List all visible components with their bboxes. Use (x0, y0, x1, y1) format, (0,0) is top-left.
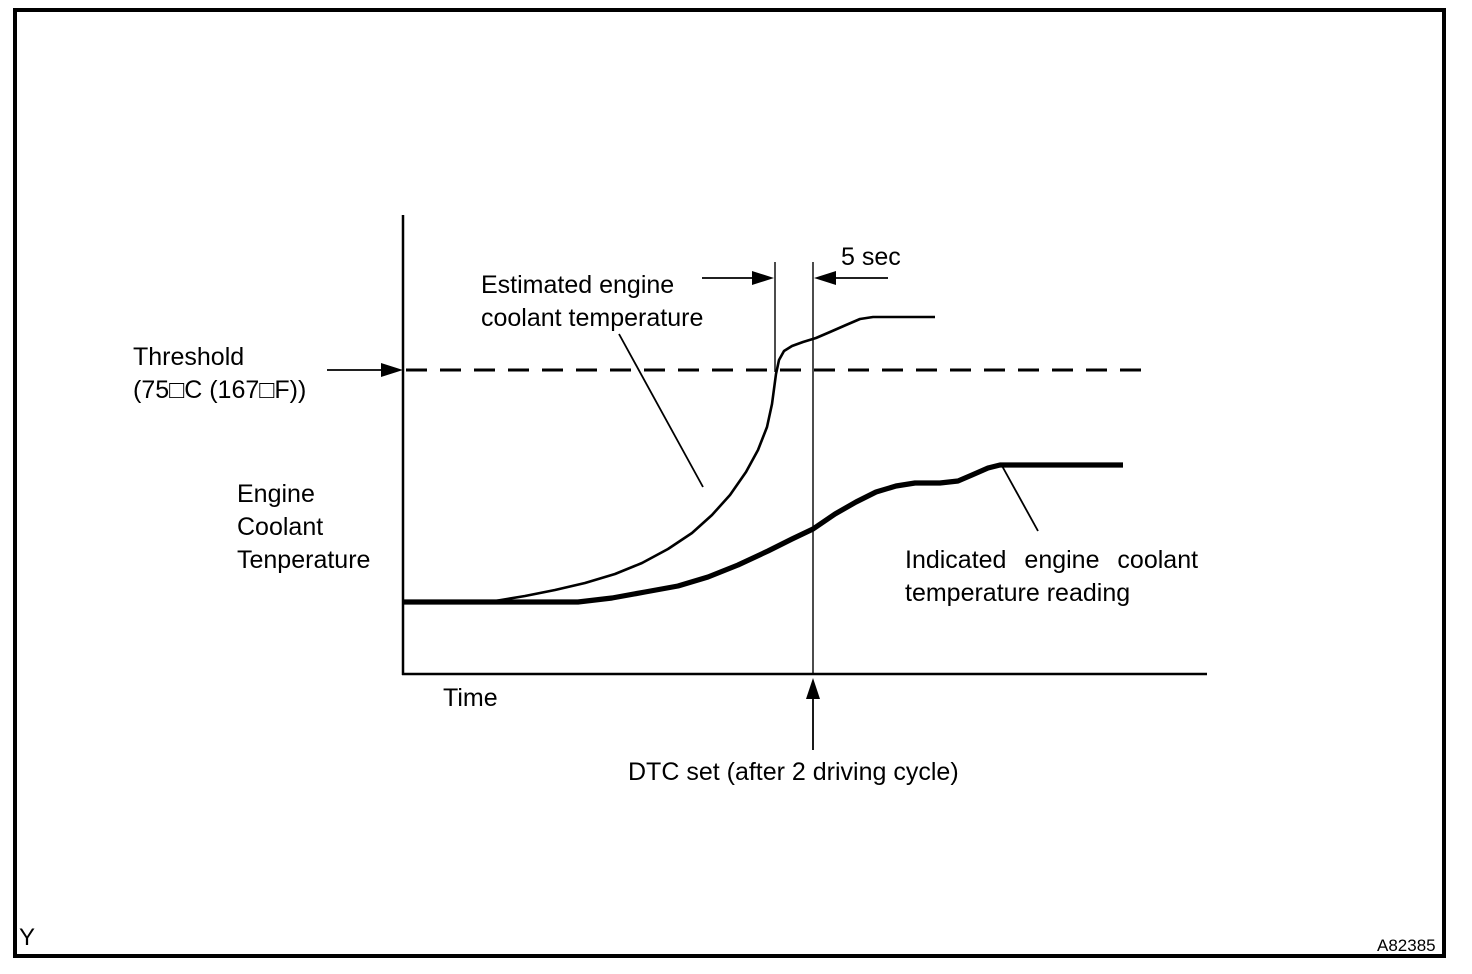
indicated-temperature-curve (403, 462, 1123, 605)
y-axis-label-line3: Tenperature (237, 546, 371, 574)
interval-left-arrowhead-icon (752, 271, 774, 285)
y-axis-label: Engine Coolant Tenperature (237, 478, 370, 577)
interval-right-arrowhead-icon (814, 271, 836, 285)
x-axis-label: Time (443, 684, 498, 712)
y-axis-label-line2: Coolant (237, 513, 324, 541)
indicated-curve-label: Indicated engine coolant temperature rea… (905, 544, 1198, 610)
estimated-curve-label-line1: Estimated engine (481, 271, 675, 299)
threshold-right-arrowhead-icon (381, 363, 403, 377)
estimated-curve-label-line2: coolant temperature (481, 304, 704, 332)
threshold-label: Threshold (75□C (167□F)) (133, 341, 306, 407)
estimated-curve-label: Estimated engine coolant temperature (481, 269, 703, 335)
estimated-label-leader-line (618, 333, 704, 488)
y-axis-label-line1: Engine (237, 480, 315, 508)
indicated-curve-label-line1: Indicated engine coolant (905, 546, 1199, 574)
threshold-label-line1: Threshold (133, 343, 245, 371)
dtc-up-arrowhead-icon (806, 678, 820, 699)
indicated-curve-label-line2: temperature reading (905, 579, 1131, 607)
figure-border (13, 8, 1446, 958)
interval-label: 5 sec (841, 243, 901, 271)
threshold-label-line2: (75□C (167□F)) (133, 376, 307, 404)
figure-code: A82385 (1377, 936, 1436, 955)
indicated-label-leader-line (1000, 463, 1039, 532)
dtc-set-label: DTC set (after 2 driving cycle) (628, 758, 959, 786)
page-corner-mark: Y (19, 924, 36, 951)
estimated-temperature-curve (403, 315, 935, 604)
